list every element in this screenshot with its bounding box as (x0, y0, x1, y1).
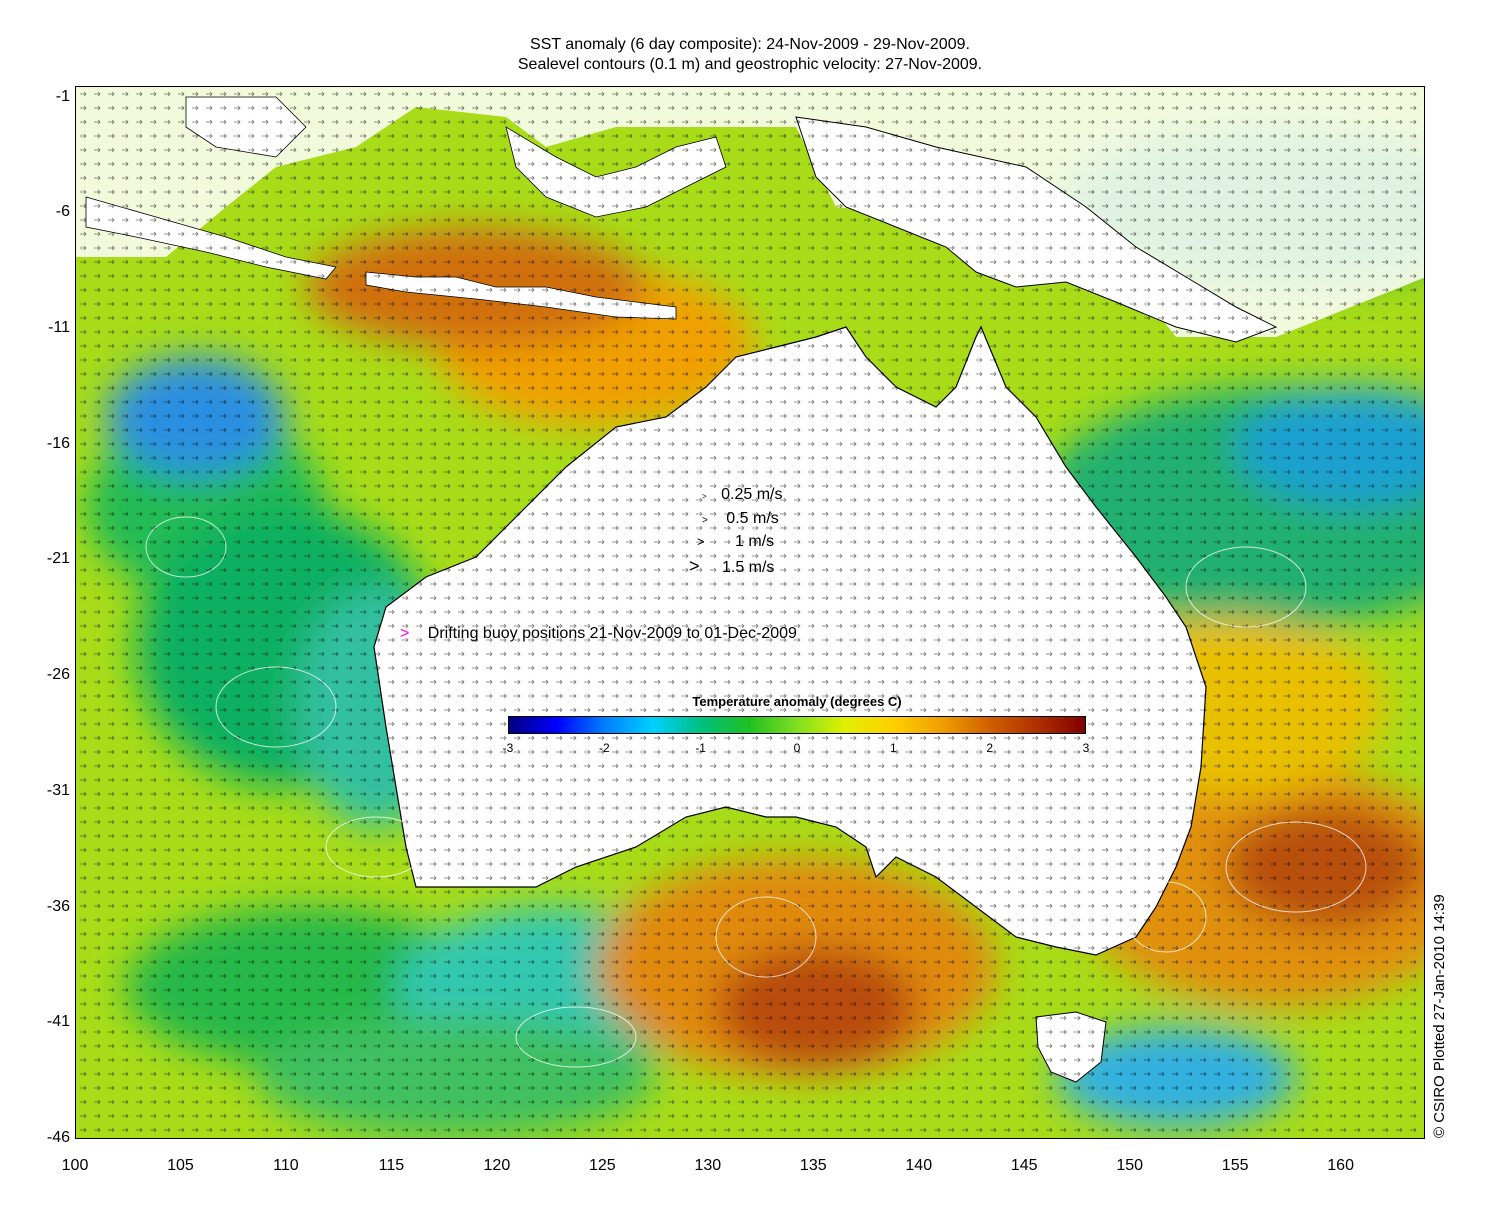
latitude-tick-label: -1 (55, 87, 70, 105)
credit-label: © CSIRO Plotted 27-Jan-2010 14:39 (1431, 894, 1448, 1138)
colorbar-tick-label: 2 (986, 741, 993, 755)
longitude-tick-label: 140 (905, 1157, 933, 1174)
longitude-tick-label: 100 (61, 1157, 89, 1174)
arrow-icon: > (697, 534, 705, 549)
velocity-legend-15: > 1.5 m/s (689, 556, 774, 577)
velocity-legend-025: > 0.25 m/s (702, 486, 782, 504)
longitude-tick-label: 145 (1010, 1157, 1038, 1174)
longitude-tick-label: 110 (273, 1157, 299, 1174)
latitude-tick-label: -26 (46, 666, 70, 684)
longitude-tick-label: 120 (483, 1157, 511, 1174)
chart-title-line1: SST anomaly (6 day composite): 24-Nov-20… (530, 36, 970, 53)
buoy-legend: > Drifting buoy positions 21-Nov-2009 to… (400, 625, 797, 643)
colorbar-tick-label: -1 (695, 741, 706, 755)
arrow-icon: > (689, 556, 700, 576)
longitude-tick-label: 115 (378, 1157, 405, 1174)
buoy-marker-icon: > (400, 625, 410, 642)
velocity-arrows (76, 87, 1424, 1138)
velocity-legend-label: 0.5 m/s (726, 510, 779, 527)
velocity-legend-1: > 1 m/s (697, 533, 774, 551)
sealevel-contours (145, 516, 1367, 1068)
longitude-tick-label: 105 (167, 1157, 194, 1174)
latitude-tick-label: -36 (46, 897, 70, 915)
colorbar (508, 716, 1086, 734)
colorbar-tick-label: 1 (889, 741, 897, 755)
latitude-tick-label: -21 (46, 550, 70, 568)
longitude-tick-label: 135 (799, 1157, 827, 1174)
colorbar-tick-label: 3 (1082, 741, 1090, 755)
longitude-tick-label: 125 (588, 1157, 616, 1174)
latitude-tick-label: -11 (48, 319, 70, 336)
velocity-legend-label: 1.5 m/s (721, 559, 775, 576)
longitude-tick-label: 130 (694, 1157, 722, 1174)
longitude-tick-label: 150 (1116, 1157, 1144, 1174)
latitude-tick-label: -6 (55, 203, 70, 221)
colorbar-title: Temperature anomaly (degrees C) (692, 694, 902, 709)
arrow-icon: > (702, 515, 708, 526)
colorbar-tick-label: 0 (793, 741, 801, 755)
latitude-tick-label: -16 (46, 434, 70, 452)
latitude-tick-label: -46 (46, 1129, 70, 1146)
buoy-legend-label: Drifting buoy positions 21-Nov-2009 to 0… (427, 625, 797, 642)
sst-anomaly-map (75, 86, 1425, 1139)
velocity-legend-05: > 0.5 m/s (702, 510, 779, 528)
map-canvas (76, 87, 1424, 1138)
latitude-tick-label: -41 (46, 1013, 70, 1031)
colorbar-tick-label: -3 (502, 741, 514, 755)
credit-label-wrapper: © CSIRO Plotted 27-Jan-2010 14:39 (1431, 838, 1448, 1138)
latitude-tick-label: -31 (46, 781, 70, 799)
colorbar-tick-label: -2 (598, 741, 610, 755)
velocity-legend-label: 1 m/s (735, 533, 775, 550)
longitude-tick-label: 155 (1221, 1157, 1249, 1174)
longitude-tick-label: 160 (1327, 1157, 1354, 1174)
velocity-legend-label: 0.25 m/s (721, 486, 783, 503)
chart-title-line2: Sealevel contours (0.1 m) and geostrophi… (517, 56, 983, 73)
arrow-icon: > (702, 492, 707, 501)
